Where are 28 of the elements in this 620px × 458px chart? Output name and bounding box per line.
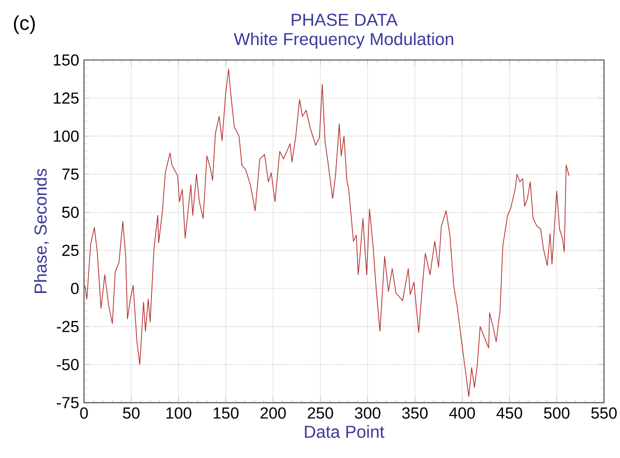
y-axis-title: Phase, Seconds [34, 168, 49, 294]
y-tick-label: -25 [56, 320, 79, 332]
x-tick-label: 100 [166, 407, 192, 419]
y-tick-label: -50 [56, 358, 79, 370]
x-tick-label: 200 [260, 407, 286, 419]
x-tick-label: 300 [354, 407, 380, 419]
x-tick-label: 150 [214, 407, 239, 419]
x-tick-label: 0 [80, 407, 88, 419]
x-tick-label: 250 [308, 407, 334, 419]
x-tick-label: 500 [544, 407, 570, 419]
y-tick-label: 150 [54, 54, 79, 66]
x-axis-title: Data Point [304, 425, 384, 438]
x-tick-label: 400 [449, 407, 475, 419]
y-tick-label: 125 [54, 92, 79, 104]
y-tick-label: 25 [62, 244, 79, 256]
x-tick-label: 50 [123, 407, 140, 419]
text: (c) [14, 15, 35, 34]
x-tick-label: 550 [591, 407, 617, 419]
y-tick-label: 50 [62, 206, 79, 218]
y-tick-label: 100 [54, 130, 79, 142]
line-series [84, 68, 570, 397]
y-tick-label: -75 [56, 397, 79, 408]
chart-title: PHASE DATA [292, 14, 398, 26]
y-tick-label: 75 [62, 168, 79, 180]
x-tick-label: 350 [402, 407, 428, 419]
chart-subtitle: White Frequency Modulation [234, 32, 454, 49]
x-tick-label: 450 [496, 407, 522, 419]
y-tick-label: 0 [71, 282, 79, 294]
